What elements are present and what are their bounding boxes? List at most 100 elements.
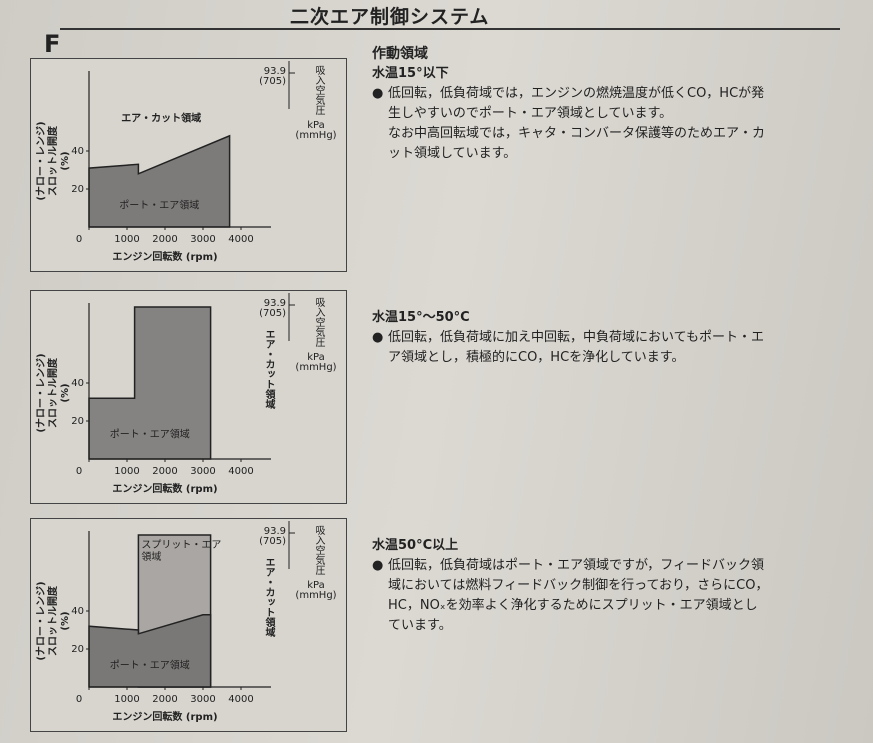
x-tick-label: 1000 [114,466,139,477]
x-axis-label: エンジン回転数 (rpm) [112,250,217,263]
y-label-line: (ナロー・レンジ) [35,121,47,200]
pressure-unit-mmhg: (mmHg) [295,590,336,601]
section-title: 水温15°〜50°C [372,310,470,325]
text-line: なお中高回転域では，キャタ・コンバータ保護等のためエア・カ [388,126,766,141]
text-line: 域においては燃料フィードバック制御を行っており，さらにCO， [388,578,769,593]
region-label: ポート・エア領域 [110,428,190,441]
text-row: ています。 [372,616,768,636]
text-section: 水温50°C以上 ● 低回転，低負荷域はポート・エア領域ですが，フィードバック領 域に… [372,536,768,636]
text-row: なお中高回転域では，キャタ・コンバータ保護等のためエア・カ [372,124,765,144]
y-tick-label: 40 [71,146,84,157]
text-line: ット領域しています。 [388,146,517,161]
x-tick-label: 4000 [228,466,253,477]
x-tick-label: 2000 [152,694,177,705]
description: 作動領域水温15°以下 ● 低回転，低負荷域では，エンジンの燃焼温度が低くCO，HC… [372,44,852,633]
chart-panel: ポート・エア領域 0 1000 2000 3000 4000 20 40 エンジン回転数 (rp… [30,290,347,504]
y-axis-label: (ナロー・レンジ) スロットル開度 (%) [35,581,71,660]
x-tick-label: 3000 [190,234,215,245]
x-tick-label: 0 [76,694,82,705]
y-label-line: (%) [60,151,71,170]
x-tick-label: 2000 [152,234,177,245]
pressure-unit-mmhg: (mmHg) [295,362,336,373]
text-row: ● 低回転，低負荷域はポート・エア領域ですが，フィードバック領 [372,556,768,576]
y-tick-label: 20 [71,644,84,655]
text-section: 水温15°以下 ● 低回転，低負荷域では，エンジンの燃焼温度が低くCO，HCが発 生し… [372,64,765,164]
text-row: ● 低回転，低負荷域に加え中回転，中負荷域においてもポート・エ [372,328,764,348]
region-label: ポート・エア領域 [110,659,190,672]
header-rule [60,28,840,30]
text-row: ● 低回転，低負荷域では，エンジンの燃焼温度が低くCO，HCが発 [372,84,765,104]
pressure-unit-mmhg: (mmHg) [295,130,336,141]
region-label: スプリット・エア [141,539,221,551]
y-tick-label: 20 [71,184,84,195]
chart: ポート・エア領域 0 1000 2000 3000 4000 20 40 エンジン回転数 (rp… [35,61,337,263]
air-cut-label: エア・カット領域 [263,557,276,638]
bullet: ● [372,558,384,573]
text-line: 生しやすいのでポート・エア領域としています。 [388,106,673,121]
y-label-line: (%) [60,611,71,630]
y-label-line: (ナロー・レンジ) [35,581,47,660]
x-tick-label: 0 [76,234,82,245]
y-tick-label: 40 [71,378,84,389]
pressure-unit: kPa [307,120,325,131]
pressure-value: 93.9 [264,526,286,537]
text-row: HC，NOₓを効率よく浄化するためにスプリット・エア領域とし [372,596,768,616]
x-tick-label: 3000 [190,694,215,705]
bullet: ● [372,86,384,101]
section-title: 水温50°C以上 [372,538,459,553]
text-row: 生しやすいのでポート・エア領域としています。 [372,104,765,124]
text-line: 低回転，低負荷域はポート・エア領域ですが，フィードバック領 [388,558,764,573]
pressure-value: 93.9 [264,66,286,77]
pressure-unit: kPa [307,352,325,363]
pressure-label: 吸入空気圧 [313,297,325,348]
region-label: ポート・エア領域 [119,199,199,212]
text-line: 低回転，低負荷域に加え中回転，中負荷域においてもポート・エ [388,330,764,345]
y-label-line: スロットル開度 [46,357,59,428]
x-tick-label: 3000 [190,466,215,477]
x-axis-label: エンジン回転数 (rpm) [112,710,217,723]
pressure-label: 吸入空気圧 [313,65,325,116]
x-tick-label: 1000 [114,694,139,705]
region-label: 領域 [141,550,161,563]
pressure-mmhg: (705) [259,76,286,87]
heading: 作動領域 [372,46,428,62]
x-tick-label: 2000 [152,466,177,477]
chart-panel: スプリット・エア 領域ポート・エア領域 0 1000 2000 3000 4000 20 40 エ… [30,518,347,732]
text-line: ています。 [388,618,452,633]
section-letter: F [44,30,61,58]
bullet: ● [372,330,384,345]
text-row: ア領域とし，積極的にCO，HCを浄化しています。 [372,348,764,368]
page-title: 二次エア制御システム [290,6,490,28]
air-cut-label: エア・カット領域 [121,112,201,125]
chart: ポート・エア領域 0 1000 2000 3000 4000 20 40 エンジン回転数 (rp… [35,293,337,495]
x-axis-label: エンジン回転数 (rpm) [112,482,217,495]
text-row: ット領域しています。 [372,144,765,164]
y-axis-label: (ナロー・レンジ) スロットル開度 (%) [35,353,71,432]
text-line: ア領域とし，積極的にCO，HCを浄化しています。 [388,350,685,365]
pressure-label: 吸入空気圧 [313,525,325,576]
text-row: 域においては燃料フィードバック制御を行っており，さらにCO， [372,576,768,596]
x-tick-label: 1000 [114,234,139,245]
pressure-mmhg: (705) [259,536,286,547]
y-tick-label: 20 [71,416,84,427]
chart-panel: ポート・エア領域 0 1000 2000 3000 4000 20 40 エンジン回転数 (rp… [30,58,347,272]
text-line: 低回転，低負荷域では，エンジンの燃焼温度が低くCO，HCが発 [388,86,765,101]
region [88,134,231,228]
air-cut-label: エア・カット領域 [263,329,276,410]
x-tick-label: 4000 [228,694,253,705]
y-tick-label: 40 [71,606,84,617]
pressure-mmhg: (705) [259,308,286,319]
y-axis-label: (ナロー・レンジ) スロットル開度 (%) [35,121,71,200]
pressure-value: 93.9 [264,298,286,309]
region [88,614,212,688]
x-tick-label: 0 [76,466,82,477]
y-label-line: スロットル開度 [46,585,59,656]
x-tick-label: 4000 [228,234,253,245]
text-line: HC，NOₓを効率よく浄化するためにスプリット・エア領域とし [388,598,758,613]
y-label-line: (ナロー・レンジ) [35,353,47,432]
y-label-line: (%) [60,383,71,402]
text-section: 水温15°〜50°C ● 低回転，低負荷域に加え中回転，中負荷域においてもポート・エ… [372,308,764,368]
section-title: 水温15°以下 [372,66,449,81]
